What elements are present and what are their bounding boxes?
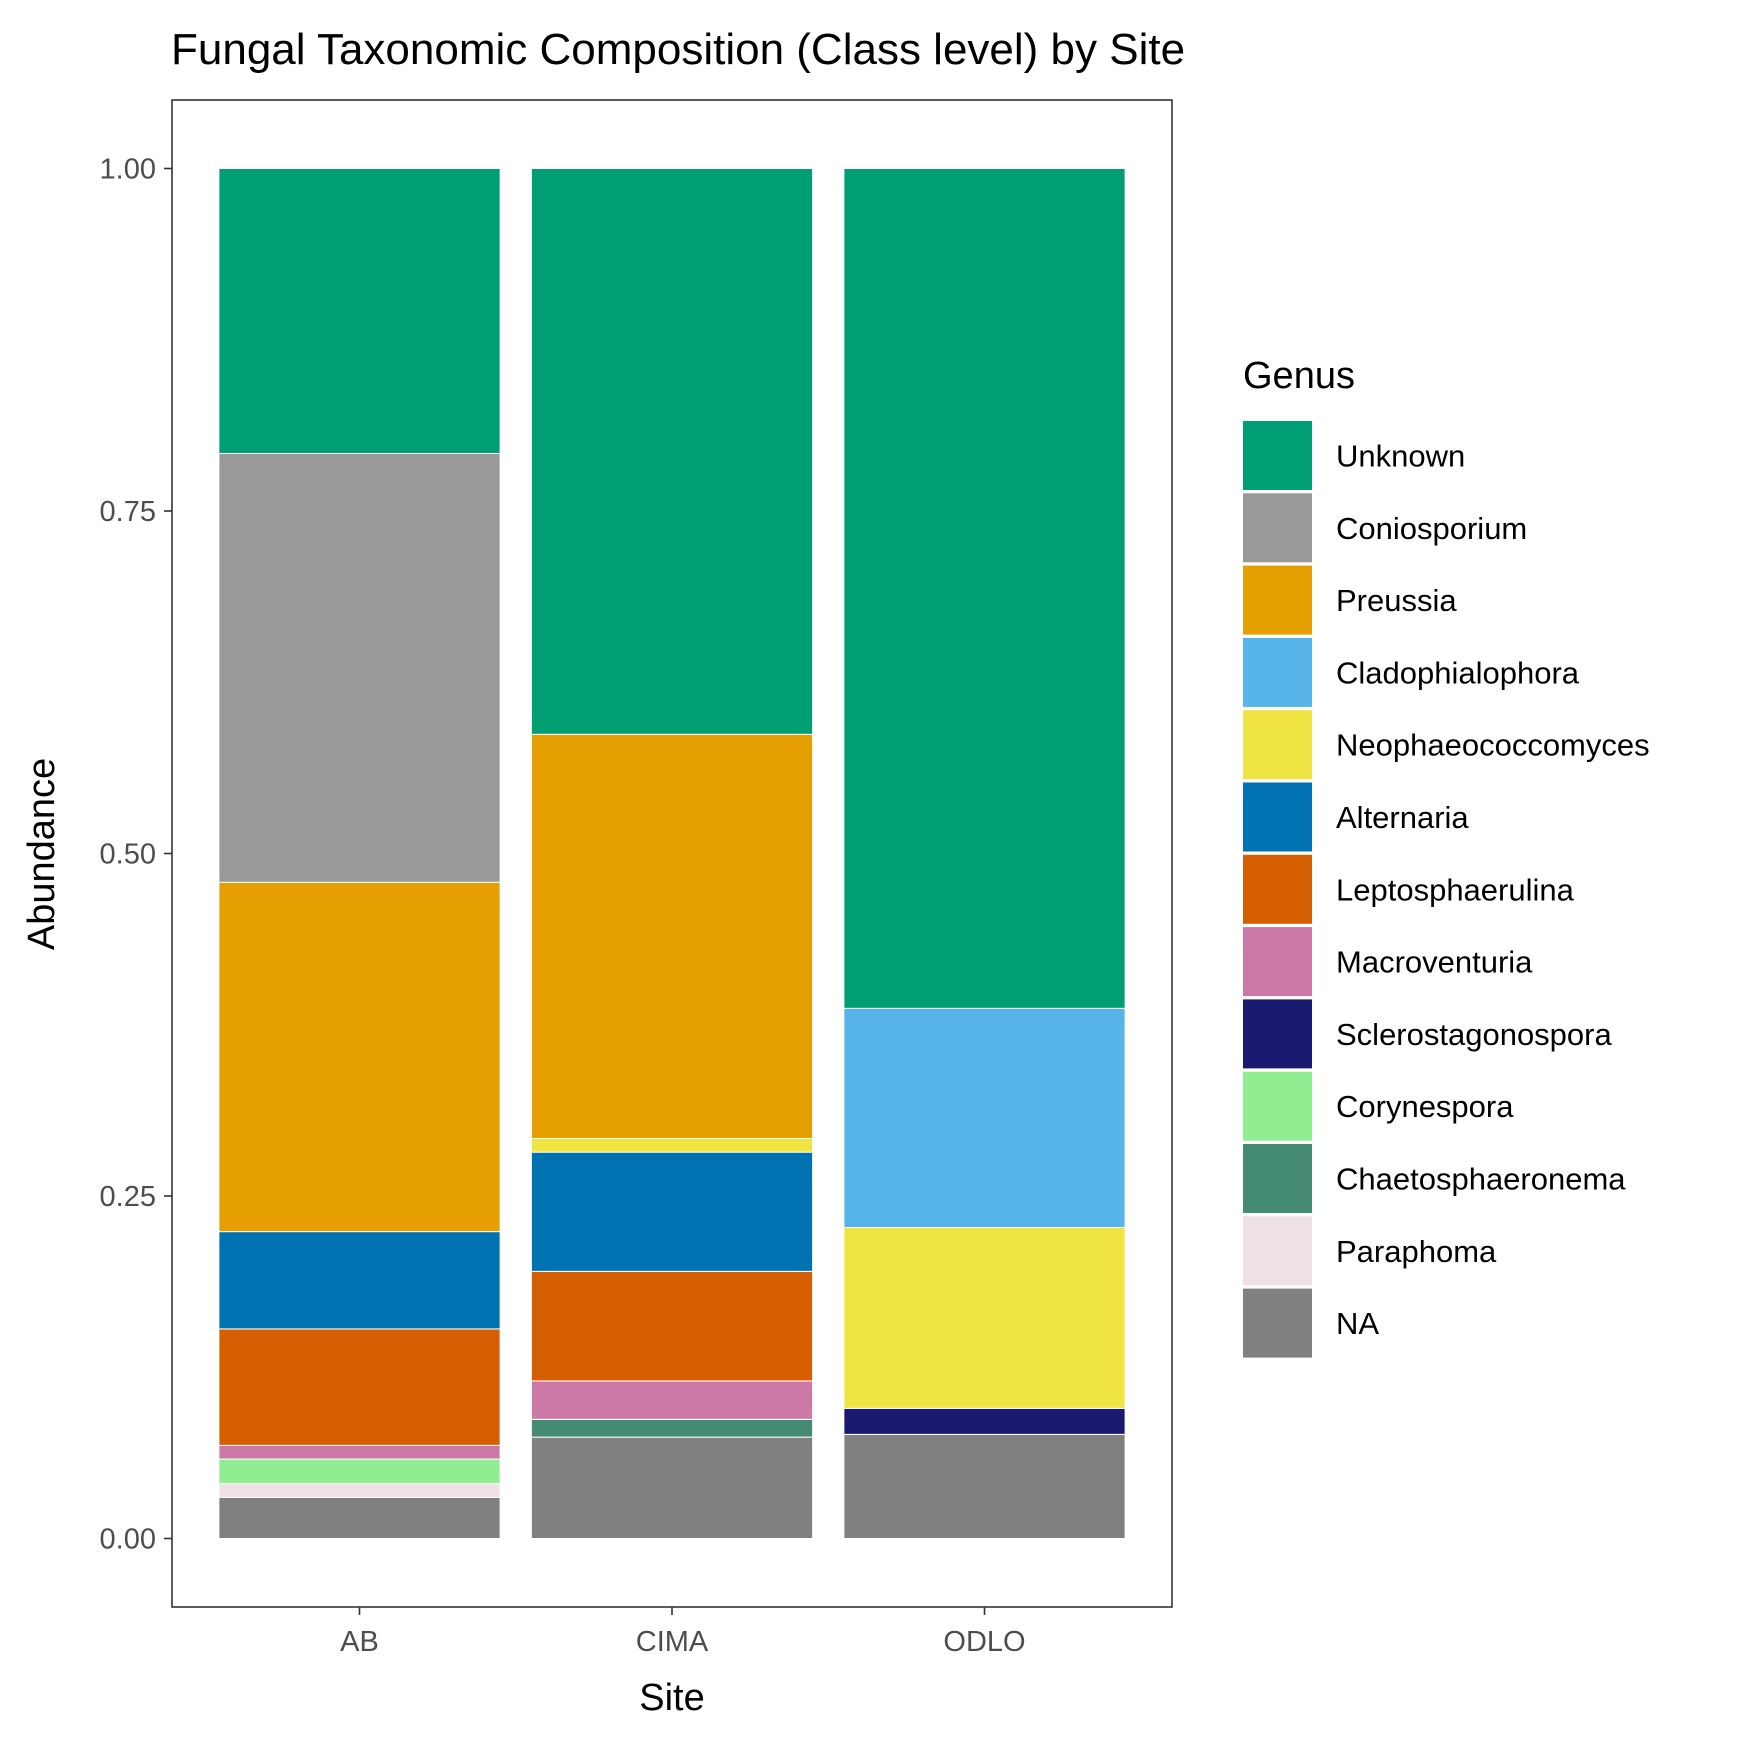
bar-segment-cima-na — [530, 1436, 814, 1539]
legend-key-corynespora — [1243, 1071, 1312, 1141]
y-axis-title: Abundance — [21, 758, 63, 950]
chart-title: Fungal Taxonomic Composition (Class leve… — [171, 25, 1185, 74]
bar-segment-odlo-na — [843, 1433, 1126, 1540]
legend-items: Unknown Coniosporium Preussia Cladophialoph… — [1243, 421, 1650, 1358]
bar-segment-odlo-unknown — [843, 168, 1126, 1009]
bar-segment-ab-unknown — [218, 168, 501, 454]
legend-label-na: NA — [1336, 1306, 1379, 1341]
legend-key-paraphoma — [1243, 1216, 1312, 1286]
bar-segment-ab-coniosporium — [218, 452, 501, 883]
bar-segment-ab-na — [218, 1496, 501, 1540]
bar-segment-cima-preussia — [530, 733, 814, 1139]
legend-label-unknown: Unknown — [1336, 439, 1465, 474]
legend-key-chaetosphaeronema — [1243, 1144, 1312, 1213]
legend-label-neophaeococcomyces: Neophaeococcomyces — [1336, 728, 1650, 763]
bars-layer — [218, 168, 1126, 1540]
legend-title: Genus — [1243, 355, 1355, 397]
x-tick-label-cima: CIMA — [636, 1626, 709, 1658]
legend-key-preussia — [1243, 565, 1312, 635]
legend-label-cladophialophora: Cladophialophora — [1336, 655, 1580, 690]
bar-segment-odlo-cladophialophora — [843, 1007, 1126, 1229]
legend-label-alternaria: Alternaria — [1336, 800, 1469, 835]
bar-segment-cima-neophaeococcomyces — [530, 1137, 814, 1153]
bar-segment-cima-macroventuria — [530, 1380, 814, 1420]
y-tick-label: 0.50 — [100, 839, 156, 871]
bar-segment-cima-unknown — [530, 168, 814, 735]
bar-segment-ab-leptosphaerulina — [218, 1328, 501, 1446]
bar-segment-ab-preussia — [218, 881, 501, 1233]
legend-label-coniosporium: Coniosporium — [1336, 511, 1527, 546]
legend-key-macroventuria — [1243, 927, 1312, 997]
bar-segment-ab-paraphoma — [218, 1483, 501, 1498]
legend-key-unknown — [1243, 421, 1312, 490]
bar-segment-ab-macroventuria — [218, 1444, 501, 1460]
legend-key-na — [1243, 1288, 1312, 1358]
bar-segment-ab-corynespora — [218, 1458, 501, 1485]
x-tick-label-odlo: ODLO — [943, 1626, 1025, 1658]
y-tick-label: 0.75 — [100, 496, 156, 528]
legend-label-leptosphaerulina: Leptosphaerulina — [1336, 872, 1575, 907]
legend-label-chaetosphaeronema: Chaetosphaeronema — [1336, 1162, 1626, 1197]
legend-label-macroventuria: Macroventuria — [1336, 945, 1533, 980]
legend-label-preussia: Preussia — [1336, 583, 1457, 618]
x-tick-label-ab: AB — [340, 1626, 379, 1658]
y-tick-label: 1.00 — [100, 154, 156, 186]
legend: Genus Unknown Coniosporium Preussia Cladoph… — [1243, 355, 1650, 1358]
y-tick-label: 0.25 — [100, 1181, 156, 1213]
x-axis-title: Site — [639, 1677, 704, 1719]
legend-key-leptosphaerulina — [1243, 854, 1312, 924]
legend-key-sclerostagonospora — [1243, 999, 1312, 1069]
bar-segment-cima-alternaria — [530, 1151, 814, 1272]
bar-segment-ab-alternaria — [218, 1231, 501, 1330]
bar-segment-cima-chaetosphaeronema — [530, 1418, 814, 1438]
legend-key-alternaria — [1243, 782, 1312, 852]
legend-key-cladophialophora — [1243, 637, 1312, 707]
x-axis: AB CIMA ODLO — [340, 1607, 1026, 1658]
legend-label-corynespora: Corynespora — [1336, 1089, 1514, 1124]
bar-segment-odlo-neophaeococcomyces — [843, 1227, 1126, 1409]
y-tick-label: 0.00 — [100, 1524, 156, 1556]
legend-label-paraphoma: Paraphoma — [1336, 1234, 1497, 1269]
bar-segment-odlo-sclerostagonospora — [843, 1407, 1126, 1435]
bar-segment-cima-leptosphaerulina — [530, 1270, 814, 1382]
y-axis: 0.00 0.25 0.50 0.75 1.00 — [100, 154, 172, 1556]
legend-key-neophaeococcomyces — [1243, 710, 1312, 780]
legend-key-coniosporium — [1243, 493, 1312, 563]
legend-label-sclerostagonospora: Sclerostagonospora — [1336, 1017, 1612, 1052]
